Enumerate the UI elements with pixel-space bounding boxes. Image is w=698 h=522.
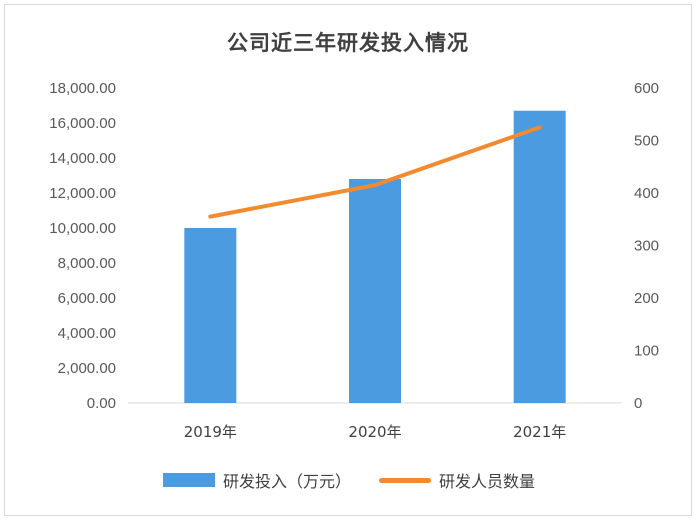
y-left-tick-label: 10,000.00 (49, 220, 116, 237)
y-left-tick-label: 8,000.00 (58, 255, 116, 272)
x-tick-label: 2019年 (184, 423, 237, 441)
y-right-tick-label: 100 (634, 343, 659, 360)
y-left-tick-label: 6,000.00 (58, 290, 116, 307)
x-tick-label: 2020年 (348, 423, 401, 441)
y-left-tick-label: 4,000.00 (58, 325, 116, 342)
legend-swatch-line (379, 477, 431, 483)
bar (513, 110, 566, 403)
y-right-tick-label: 0 (634, 395, 642, 412)
y-right-tick-label: 600 (634, 80, 659, 97)
y-left-tick-label: 2,000.00 (58, 360, 116, 377)
y-right-tick-label: 300 (634, 238, 659, 255)
x-tick-label: 2021年 (513, 423, 566, 441)
legend-item-line: 研发人员数量 (379, 468, 535, 492)
chart-legend: 研发投入（万元） 研发人员数量 (0, 468, 698, 492)
y-left-tick-label: 12,000.00 (49, 185, 116, 202)
y-right-tick-label: 500 (634, 133, 659, 150)
bar (184, 228, 237, 403)
y-right-tick-label: 400 (634, 185, 659, 202)
chart-title: 公司近三年研发投入情况 (227, 31, 469, 55)
legend-label-line: 研发人员数量 (439, 472, 536, 491)
legend-swatch-bar (162, 473, 215, 487)
y-left-tick-label: 16,000.00 (49, 115, 116, 132)
legend-label-bar: 研发投入（万元） (222, 472, 351, 491)
bar (349, 179, 401, 403)
legend-item-bar: 研发投入（万元） (162, 468, 351, 492)
y-right-tick-label: 200 (634, 290, 659, 307)
chart-frame: 公司近三年研发投入情况 (4, 4, 692, 516)
series-line (208, 125, 542, 219)
y-left-tick-label: 0.00 (87, 395, 116, 412)
y-left-tick-label: 18,000.00 (49, 80, 116, 97)
y-left-tick-label: 14,000.00 (49, 150, 116, 167)
